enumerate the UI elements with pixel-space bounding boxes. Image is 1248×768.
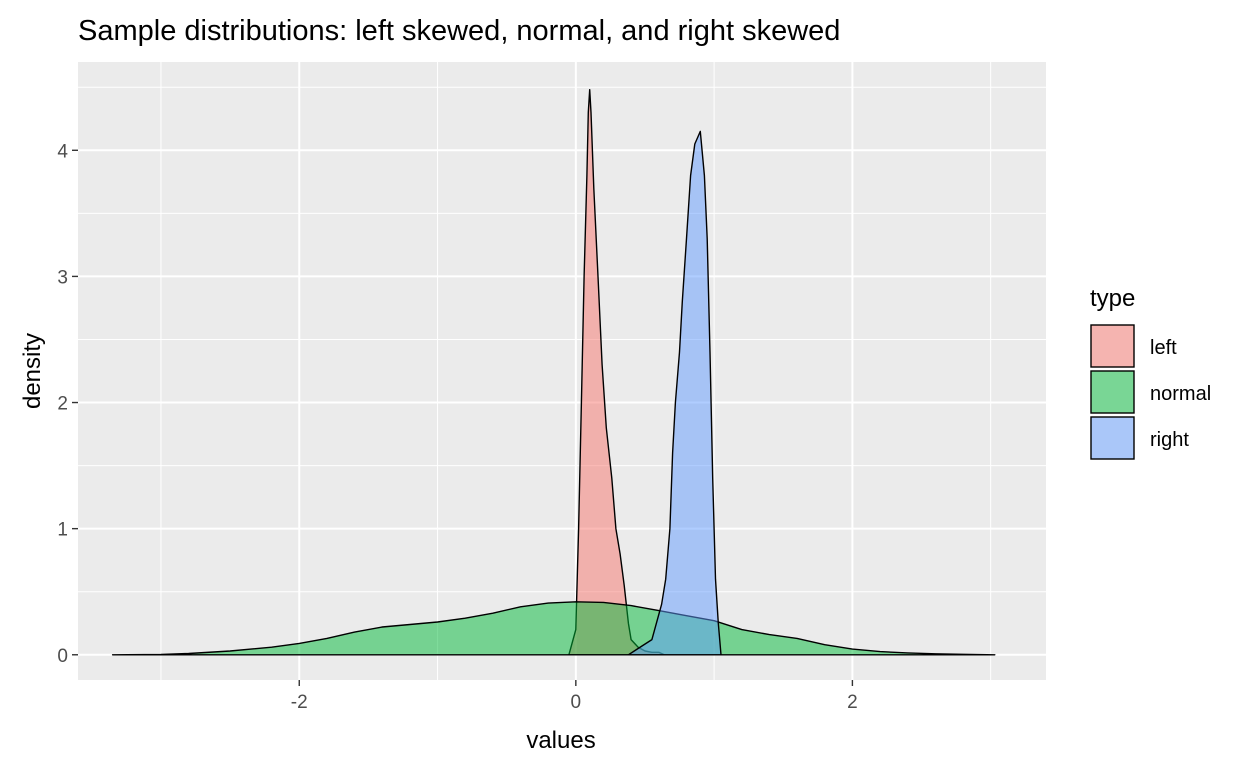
legend-swatch-normal: [1090, 370, 1135, 414]
plot-panel: [78, 62, 1046, 680]
legend-label-normal: normal: [1150, 383, 1211, 405]
y-tick-label: 1: [57, 520, 68, 541]
y-axis: 0 1 2 3 4: [57, 141, 78, 667]
legend-swatch-right: [1090, 416, 1135, 460]
x-tick-label: 2: [847, 692, 858, 713]
y-axis-title: density: [19, 333, 46, 409]
legend-swatch-left: [1090, 324, 1135, 368]
minor-gridlines: [78, 62, 1046, 680]
density-areas: [111, 89, 996, 656]
legend-label-right: right: [1150, 429, 1189, 451]
y-tick-label: 4: [57, 141, 68, 162]
x-axis-title: values: [526, 727, 595, 754]
legend-label-left: left: [1150, 337, 1177, 359]
chart-title: Sample distributions: left skewed, norma…: [78, 15, 840, 47]
density-area-normal: [111, 601, 996, 656]
density-area-right: [627, 130, 722, 656]
x-tick-label: 0: [571, 692, 582, 713]
y-tick-label: 0: [57, 646, 68, 667]
y-tick-label: 2: [57, 394, 68, 415]
x-axis: -2 0 2: [291, 680, 858, 713]
legend-title: type: [1090, 285, 1135, 312]
legend: type left normal right: [1090, 285, 1211, 460]
y-tick-label: 3: [57, 267, 68, 288]
x-tick-label: -2: [291, 692, 308, 713]
